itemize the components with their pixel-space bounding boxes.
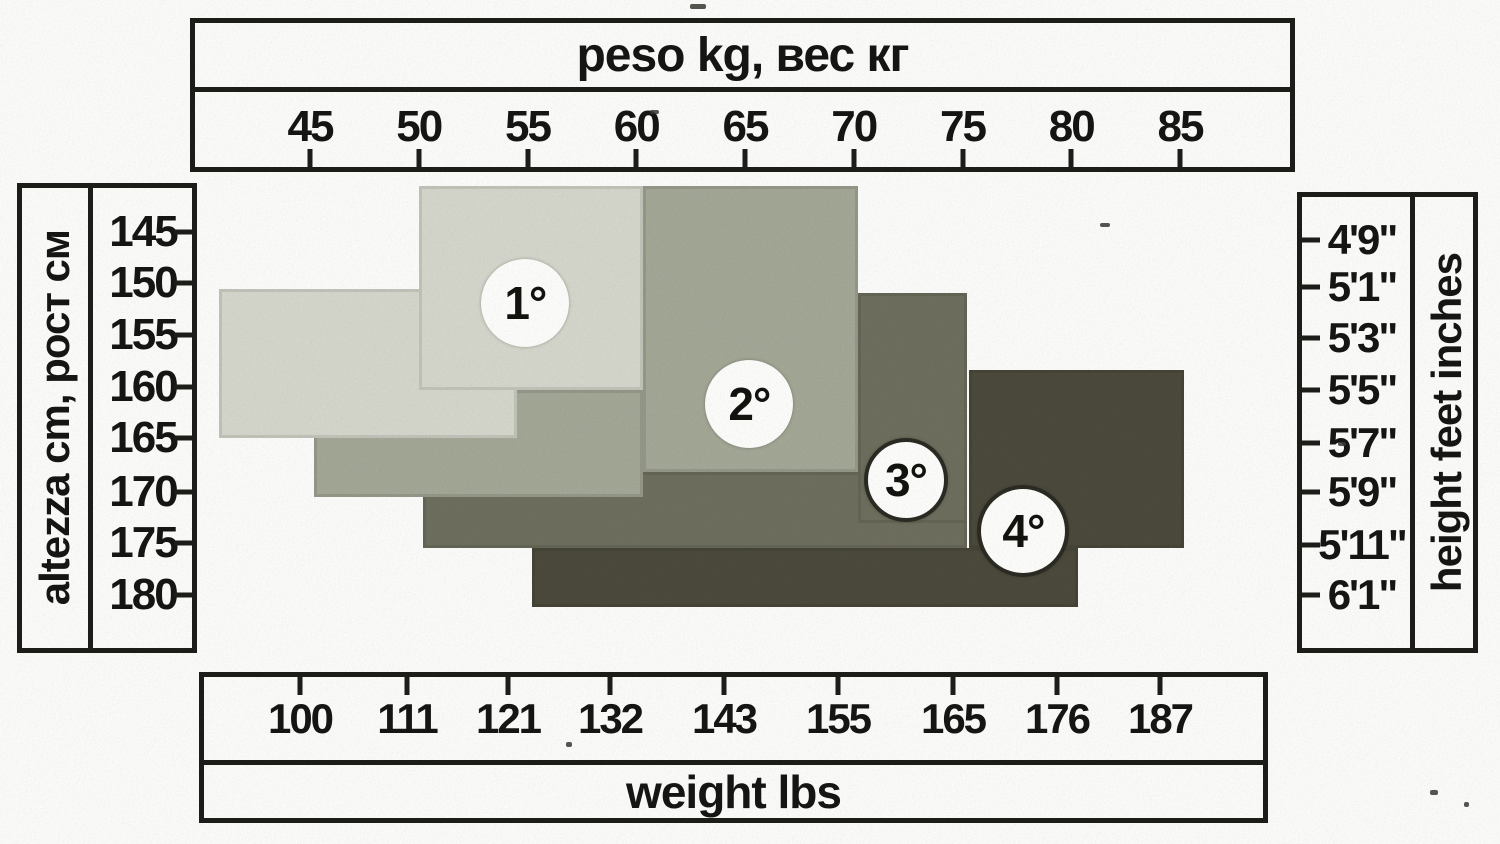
scan-speck: [1430, 790, 1438, 795]
zone-badge-4: 4°: [977, 485, 1070, 578]
scan-speck: [690, 4, 706, 9]
scan-speck: [1100, 223, 1110, 227]
zone-badge-3: 3°: [863, 437, 948, 522]
scan-speck: [566, 742, 572, 747]
scan-speck: [650, 110, 659, 114]
scan-speck: [1338, 442, 1346, 446]
scan-speck: [1464, 802, 1469, 807]
zone-badge-1: 1°: [481, 259, 570, 348]
